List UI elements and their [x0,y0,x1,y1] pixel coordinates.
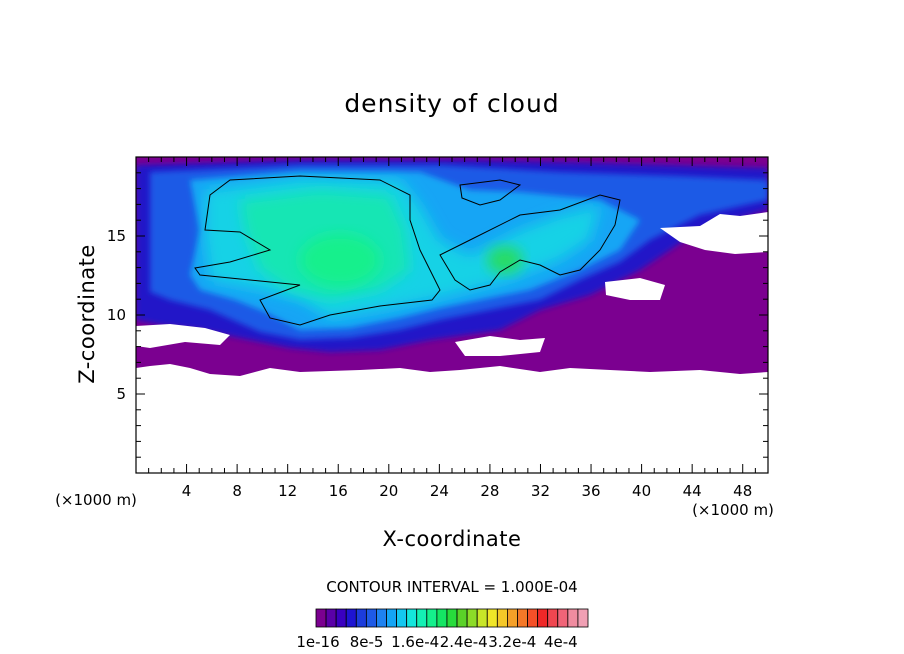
colorbar-swatch [355,608,367,628]
colorbar-swatch [496,608,508,628]
y-tick-label: 15 [107,227,126,245]
x-tick-label: 36 [581,482,600,500]
x-tick-label: 16 [329,482,348,500]
colorbar-swatch [446,608,458,628]
x-tick-label: 40 [632,482,651,500]
colorbar-label: 1e-16 [296,633,339,651]
cloud-level-7b [487,246,523,274]
colorbar-swatch [406,608,418,628]
colorbar-swatch [396,608,408,628]
colorbar-swatch [507,608,518,628]
colorbar-swatch [436,608,448,628]
contour-line-main [194,175,441,326]
colorbar-label: 8e-5 [350,633,384,651]
cloud-density-field [136,157,768,376]
colorbar-swatch [557,608,569,628]
colorbar-swatch [376,608,387,628]
y-axis: 5 10 15 [107,156,768,474]
colorbar [315,608,589,628]
colorbar-swatch [486,608,498,628]
clear-patch-low-center [455,336,545,356]
colorbar-swatch [416,608,428,628]
x-axis-label: X-coordinate [383,527,522,551]
cloud-level-7 [300,234,380,286]
colorbar-label: 2.4e-4 [440,633,488,651]
colorbar-label: 3.2e-4 [488,633,536,651]
clear-patch-left [136,324,230,348]
colorbar-swatch [365,608,377,628]
colorbar-swatch [567,608,579,628]
colorbar-swatch [537,608,549,628]
colorbar-swatch [386,608,397,628]
x-tick-label: 20 [379,482,398,500]
colorbar-swatch [517,608,528,628]
colorbar-swatch [466,608,478,628]
contour-line-top [459,179,522,206]
x-tick-label: 32 [531,482,550,500]
x-tick-label: 12 [278,482,297,500]
colorbar-swatch [547,608,559,628]
colorbar-swatch [527,608,539,628]
x-unit-right: (×1000 m) [692,501,774,519]
colorbar-swatch [476,608,488,628]
colorbar-swatch [456,608,468,628]
y-axis-label: Z-coordinate [75,244,99,384]
x-unit-left: (×1000 m) [55,491,137,509]
colorbar-label: 1.6e-4 [391,633,439,651]
x-tick-label: 24 [430,482,449,500]
x-tick-label: 44 [683,482,702,500]
x-tick-label: 28 [480,482,499,500]
clear-patch-upper-right [660,212,768,254]
x-tick-label: 48 [733,482,752,500]
colorbar-swatch [577,608,589,628]
colorbar-label: 4e-4 [544,633,578,651]
chart-title: density of cloud [344,89,559,118]
colorbar-swatch [315,608,327,628]
x-tick-label: 4 [182,482,192,500]
contour-interval-label: CONTOUR INTERVAL = 1.000E-04 [326,578,577,596]
contour-lines [194,175,621,326]
clear-patch-mid-right [605,278,665,300]
colorbar-labels: 1e-16 8e-5 1.6e-4 2.4e-4 3.2e-4 4e-4 [296,633,577,651]
colorbar-swatch [335,608,347,628]
colorbar-swatch [345,608,357,628]
x-tick-label: 8 [232,482,242,500]
colorbar-swatch [325,608,337,628]
x-axis: 4 8 12 16 20 24 28 32 36 40 44 48 [135,157,769,500]
y-tick-label: 5 [116,385,126,403]
y-tick-label: 10 [107,306,126,324]
colorbar-swatch [426,608,438,628]
contour-line-right [439,194,621,291]
